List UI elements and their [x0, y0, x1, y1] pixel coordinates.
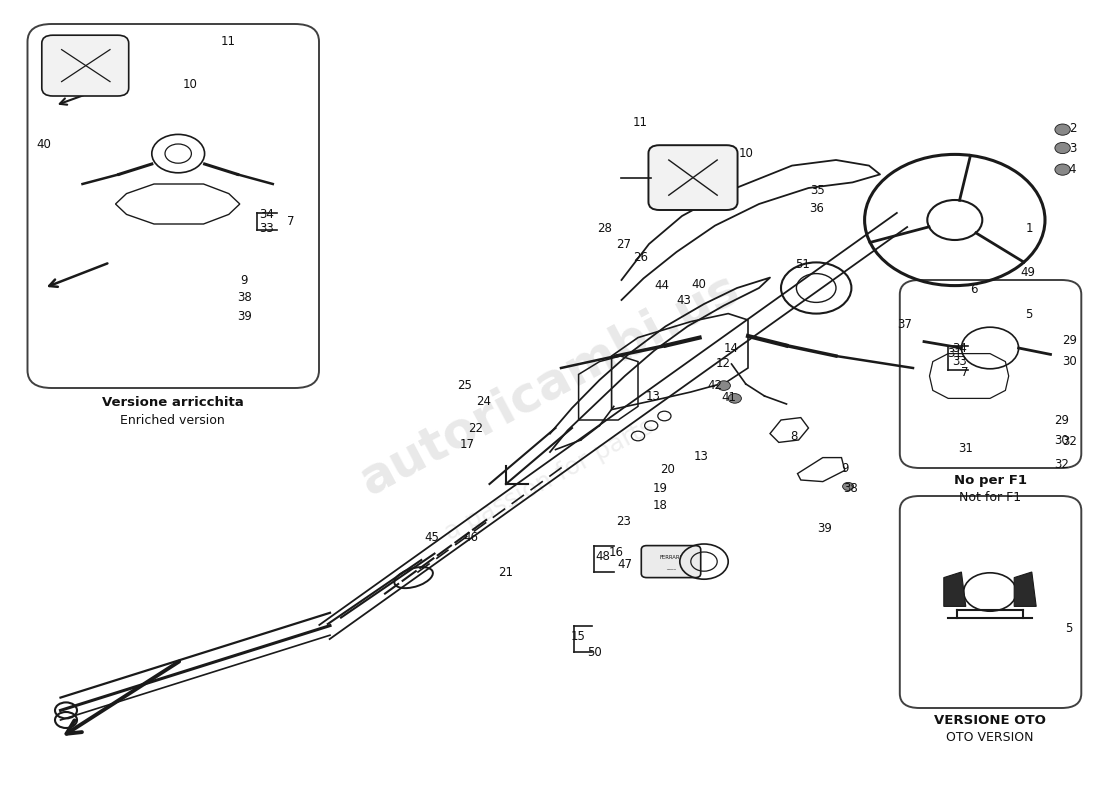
Text: Versione arricchita: Versione arricchita: [102, 396, 243, 409]
Text: autoricambi.us: autoricambi.us: [352, 264, 748, 504]
Text: 4: 4: [1069, 163, 1076, 176]
Text: 22: 22: [468, 422, 483, 434]
Text: 11: 11: [632, 116, 648, 129]
Text: VERSIONE OTO: VERSIONE OTO: [934, 714, 1046, 726]
Text: 35: 35: [810, 184, 825, 197]
Text: 23: 23: [616, 515, 631, 528]
Text: 36: 36: [808, 202, 824, 214]
Text: 5: 5: [1066, 622, 1072, 634]
Text: 1: 1: [1026, 222, 1033, 234]
Circle shape: [717, 381, 730, 390]
Text: 40: 40: [36, 138, 52, 150]
Text: 34: 34: [258, 208, 274, 221]
Text: 38: 38: [236, 291, 252, 304]
Text: 30: 30: [1062, 355, 1077, 368]
Text: 37: 37: [896, 318, 912, 330]
Text: 3: 3: [1069, 142, 1076, 154]
Text: 9: 9: [241, 274, 248, 286]
Text: 33: 33: [952, 355, 967, 368]
Text: 26: 26: [632, 251, 648, 264]
Text: 10: 10: [183, 78, 198, 90]
Circle shape: [1055, 164, 1070, 175]
Text: 40: 40: [691, 278, 706, 290]
Text: 32: 32: [1062, 435, 1077, 448]
FancyBboxPatch shape: [649, 146, 737, 210]
Text: Not for F1: Not for F1: [959, 491, 1021, 504]
Text: 32: 32: [1054, 458, 1069, 470]
Text: 7: 7: [287, 215, 294, 228]
Text: 39: 39: [236, 310, 252, 322]
Text: 48: 48: [595, 550, 610, 562]
Text: OTO VERSION: OTO VERSION: [946, 731, 1034, 744]
Text: 31: 31: [958, 442, 974, 454]
Text: 8: 8: [791, 430, 798, 442]
Text: 29: 29: [1054, 414, 1069, 426]
FancyBboxPatch shape: [42, 35, 129, 96]
Text: 12: 12: [715, 358, 730, 370]
Text: ____: ____: [666, 565, 676, 570]
Text: FERRARI: FERRARI: [660, 555, 682, 560]
Text: 28: 28: [597, 222, 613, 234]
FancyBboxPatch shape: [900, 496, 1081, 708]
Text: 33: 33: [258, 222, 274, 234]
FancyBboxPatch shape: [28, 24, 319, 388]
Polygon shape: [944, 572, 966, 606]
Text: 6: 6: [970, 283, 977, 296]
Text: 45: 45: [425, 531, 440, 544]
Text: Enriched version: Enriched version: [120, 414, 226, 426]
Text: 7: 7: [961, 366, 968, 378]
Text: 13: 13: [646, 390, 661, 402]
Text: 18: 18: [652, 499, 668, 512]
FancyBboxPatch shape: [900, 280, 1081, 468]
Text: 44: 44: [654, 279, 670, 292]
Text: 16: 16: [608, 546, 624, 558]
Text: 11: 11: [220, 35, 235, 48]
Text: 41: 41: [722, 391, 737, 404]
Circle shape: [1055, 142, 1070, 154]
Text: 46: 46: [463, 531, 478, 544]
Text: 25: 25: [456, 379, 472, 392]
Text: 39: 39: [817, 522, 833, 534]
Text: 2: 2: [1069, 122, 1076, 134]
Text: 43: 43: [676, 294, 692, 306]
Text: 34: 34: [952, 342, 967, 354]
Text: No per F1: No per F1: [954, 474, 1026, 486]
Text: 20: 20: [660, 463, 675, 476]
Text: 21: 21: [498, 566, 514, 578]
Text: 10: 10: [738, 147, 754, 160]
Text: 31: 31: [947, 347, 962, 360]
Text: 38: 38: [843, 482, 858, 494]
Text: 17: 17: [460, 438, 475, 450]
Text: 9: 9: [842, 462, 848, 474]
Text: 42: 42: [707, 379, 723, 392]
Text: 30: 30: [1054, 434, 1069, 446]
Text: 5: 5: [1025, 308, 1032, 321]
Text: 29: 29: [1062, 334, 1077, 346]
Circle shape: [843, 482, 854, 490]
Text: 19: 19: [652, 482, 668, 494]
FancyBboxPatch shape: [641, 546, 701, 578]
Text: a passion for parts: a passion for parts: [441, 414, 659, 546]
Text: 27: 27: [616, 238, 631, 250]
Text: 15: 15: [571, 630, 586, 642]
Text: 14: 14: [724, 342, 739, 354]
Polygon shape: [1014, 572, 1036, 606]
Text: 47: 47: [617, 558, 632, 570]
Text: 50: 50: [586, 646, 602, 658]
Text: 13: 13: [693, 450, 708, 462]
Circle shape: [1055, 124, 1070, 135]
Text: 49: 49: [1020, 266, 1035, 278]
Text: 24: 24: [476, 395, 492, 408]
Text: 51: 51: [795, 258, 811, 270]
Circle shape: [728, 394, 741, 403]
